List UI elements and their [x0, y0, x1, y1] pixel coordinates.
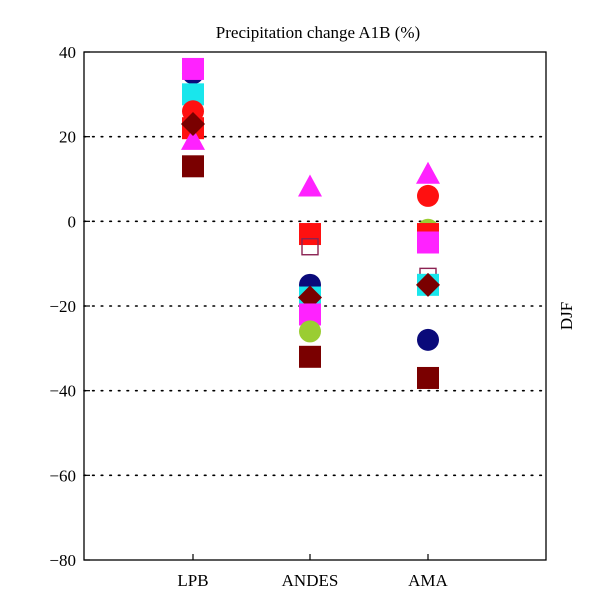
axes	[83, 51, 547, 561]
x-tick-labels: LPB ANDES AMA	[177, 571, 448, 590]
x-tick-label: LPB	[177, 571, 208, 590]
data-point-square	[182, 155, 204, 178]
y-tick-label: −80	[49, 551, 76, 570]
x-tick-label: AMA	[408, 571, 448, 590]
data-point-triangle	[181, 127, 205, 150]
data-point-square-open	[301, 238, 319, 256]
chart-title: Precipitation change A1B (%)	[216, 23, 420, 42]
data-point-square	[299, 303, 321, 326]
y-tick-labels: 40 20 0 −20 −40 −60 −80	[49, 43, 76, 570]
data-point-circle	[182, 100, 204, 123]
data-point-square	[417, 366, 439, 389]
data-point-diamond	[416, 272, 440, 297]
y-tick-label: −20	[49, 297, 76, 316]
y-tick-label: 20	[59, 128, 76, 147]
data-point-square	[299, 345, 321, 368]
data-point-triangle	[298, 174, 322, 197]
x-tick-label: ANDES	[282, 571, 339, 590]
data-point-circle	[299, 320, 321, 343]
data-point-triangle	[416, 161, 440, 184]
y-tick-label: −40	[49, 382, 76, 401]
y-tick-label: 40	[59, 43, 76, 62]
season-label: DJF	[557, 302, 576, 330]
data-point-square	[417, 231, 439, 254]
data-point-square	[182, 83, 204, 106]
data-point-circle	[417, 184, 439, 207]
data-point-square	[299, 223, 321, 246]
data-point-diamond	[181, 111, 205, 136]
data-point-square	[182, 57, 204, 80]
y-tick-label: 0	[68, 212, 77, 231]
data-points	[181, 57, 440, 389]
y-tick-label: −60	[49, 466, 76, 485]
data-point-circle	[417, 328, 439, 351]
grid-lines	[83, 135, 547, 477]
